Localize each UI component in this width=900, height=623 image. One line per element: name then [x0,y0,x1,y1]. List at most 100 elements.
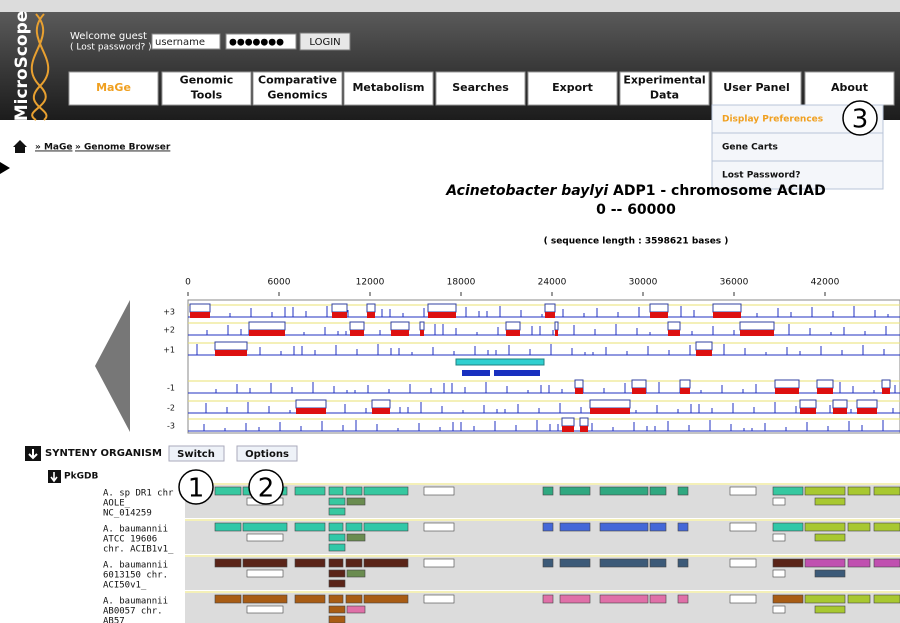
synteny-block[interactable] [328,533,346,542]
synteny-block[interactable] [772,569,786,578]
gene[interactable] [680,388,690,394]
synteny-block[interactable] [873,522,900,532]
synteny-block[interactable] [847,558,871,568]
gene[interactable] [575,388,583,394]
gene[interactable] [332,312,347,318]
synteny-block[interactable] [363,522,409,532]
synteny-block[interactable] [542,594,554,604]
synteny-block[interactable] [873,594,900,604]
synteny-block[interactable] [294,594,326,604]
gene[interactable] [350,330,364,336]
gene[interactable] [580,426,588,432]
gene-outline[interactable] [881,379,891,389]
breadcrumb-browser[interactable]: » Genome Browser [75,143,171,153]
synteny-block[interactable] [649,486,667,496]
nav-button[interactable] [804,71,895,106]
gene-outline[interactable] [631,379,647,389]
synteny-block[interactable] [804,486,846,496]
synteny-block[interactable] [345,558,363,568]
synteny-block[interactable] [328,543,346,552]
synteny-block[interactable] [246,605,284,614]
synteny-block[interactable] [599,522,649,532]
synteny-block[interactable] [363,558,409,568]
gene-outline[interactable] [331,303,348,313]
nav-button[interactable] [252,71,343,106]
gene-outline[interactable] [799,399,817,409]
gene[interactable] [562,426,574,432]
synteny-block[interactable] [345,486,363,496]
password-input[interactable] [225,33,297,50]
dropdown-item[interactable] [711,160,884,190]
nav-button[interactable] [435,71,526,106]
synteny-block[interactable] [873,486,900,496]
gene-outline[interactable] [390,321,410,331]
home-icon[interactable] [13,140,27,153]
synteny-block[interactable] [246,533,284,542]
nav-button[interactable] [527,71,618,106]
gene[interactable] [249,330,285,336]
synteny-block[interactable] [729,486,757,496]
synteny-block[interactable] [772,594,804,604]
gene-outline[interactable] [832,399,848,409]
synteny-block[interactable] [814,569,846,578]
gene-outline[interactable] [214,341,248,351]
synteny-block[interactable] [542,486,554,496]
synteny-block[interactable] [328,497,346,506]
synteny-block[interactable] [214,558,242,568]
gene[interactable] [650,312,668,318]
synteny-block[interactable] [328,569,346,578]
gene-outline[interactable] [695,341,713,351]
synteny-block[interactable] [542,522,554,532]
synteny-block[interactable] [214,486,242,496]
gene-outline[interactable] [856,399,878,409]
synteny-block[interactable] [772,605,786,614]
synteny-block[interactable] [729,594,757,604]
gene-outline[interactable] [667,321,681,331]
synteny-block[interactable] [345,594,363,604]
nav-button[interactable] [68,71,159,106]
side-toggle[interactable] [0,162,10,174]
synteny-block[interactable] [242,558,288,568]
synteny-block[interactable] [363,594,409,604]
gene[interactable] [817,388,833,394]
gene[interactable] [296,408,326,414]
synteny-block[interactable] [772,522,804,532]
synteny-block[interactable] [328,605,346,614]
login-button[interactable] [299,32,351,51]
synteny-block[interactable] [772,533,786,542]
synteny-block[interactable] [328,594,344,604]
gene[interactable] [367,312,375,318]
gene-outline[interactable] [505,321,521,331]
synteny-block[interactable] [294,486,326,496]
synteny-block[interactable] [242,594,288,604]
nav-button[interactable] [161,71,252,106]
synteny-block[interactable] [677,594,689,604]
synteny-block[interactable] [423,594,455,604]
lost-password-link[interactable]: ( Lost password? ) [70,43,152,53]
synteny-block[interactable] [294,558,326,568]
gene[interactable] [506,330,520,336]
synteny-block[interactable] [559,558,591,568]
gene-outline[interactable] [739,321,775,331]
gene-outline[interactable] [366,303,376,313]
synteny-block[interactable] [423,558,455,568]
gene[interactable] [696,350,712,356]
synteny-block[interactable] [423,486,455,496]
gene[interactable] [545,312,555,318]
gene-outline[interactable] [248,321,286,331]
synteny-block[interactable] [804,522,846,532]
gene-outline[interactable] [574,379,584,389]
synteny-block[interactable] [814,605,846,614]
gene-outline[interactable] [774,379,800,389]
synteny-block[interactable] [804,558,846,568]
synteny-block[interactable] [559,522,591,532]
gene-outline[interactable] [419,321,425,331]
gene[interactable] [740,330,774,336]
gene[interactable] [713,312,741,318]
synteny-block[interactable] [649,558,667,568]
gene-outline[interactable] [189,303,211,313]
synteny-block[interactable] [328,558,344,568]
synteny-block[interactable] [214,594,242,604]
gene[interactable] [590,408,630,414]
gene-outline[interactable] [349,321,365,331]
